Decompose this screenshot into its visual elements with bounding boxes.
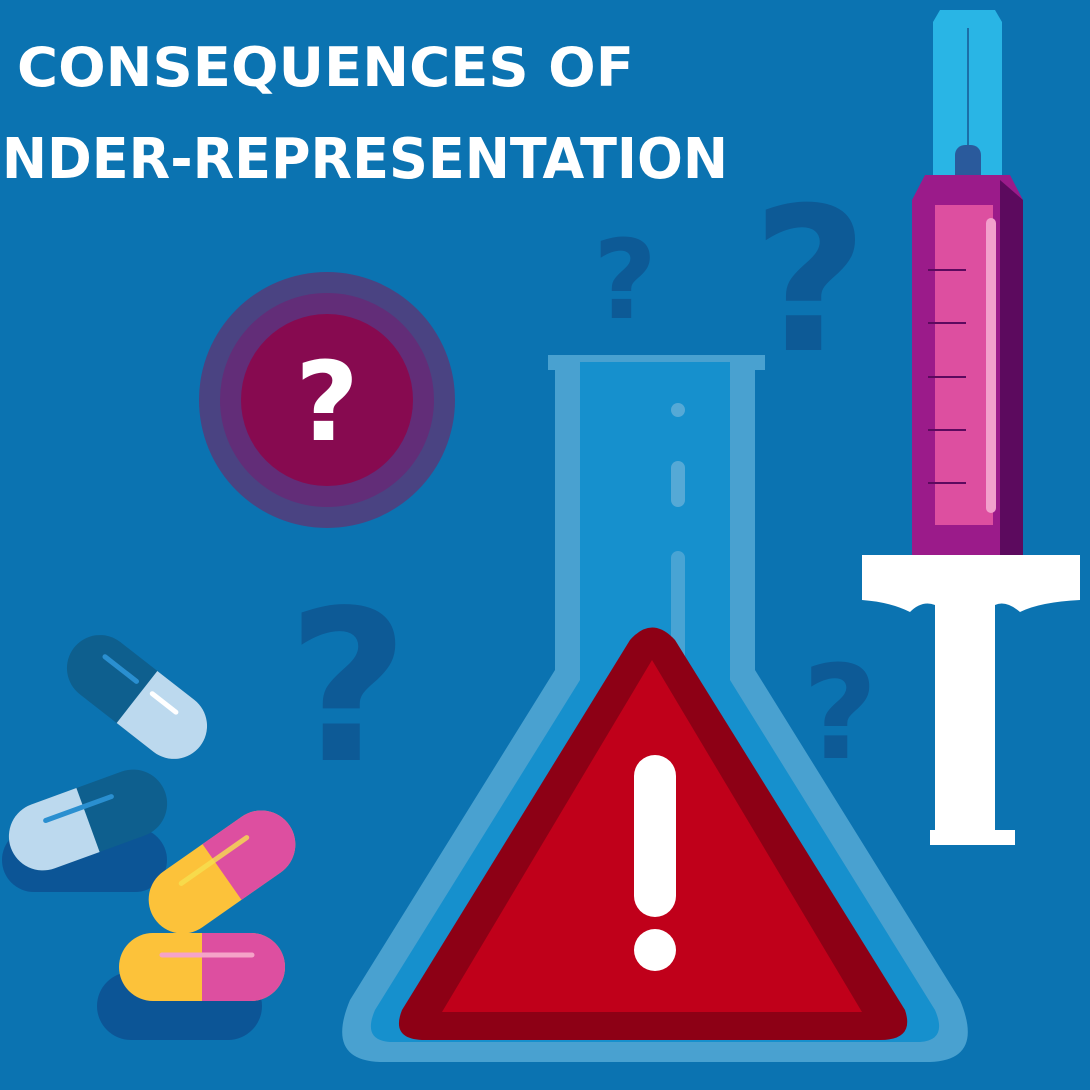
page: CONSEQUENCES OF UNDER-REPRESENTATION ? ?… bbox=[0, 0, 1090, 1090]
question-mark: ? bbox=[593, 216, 657, 344]
title-line-2: UNDER-REPRESENTATION bbox=[0, 127, 728, 192]
question-mark: ? bbox=[287, 565, 409, 810]
illustration: CONSEQUENCES OF UNDER-REPRESENTATION ? ?… bbox=[0, 0, 1090, 1090]
question-mark: ? bbox=[752, 165, 868, 398]
title-line-1: CONSEQUENCES OF bbox=[17, 36, 634, 99]
badge: ? bbox=[199, 272, 455, 528]
badge-label: ? bbox=[295, 338, 359, 466]
